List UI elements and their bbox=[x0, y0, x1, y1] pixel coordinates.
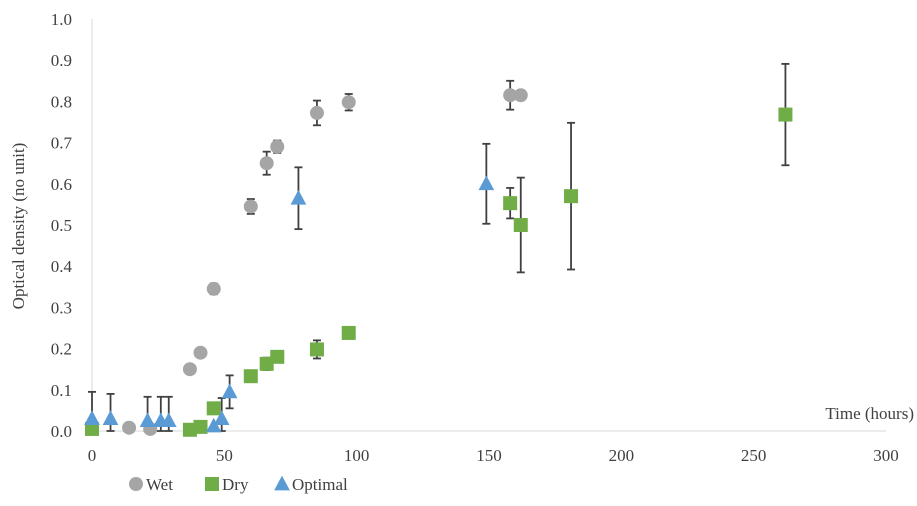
optimal-data-point bbox=[290, 189, 307, 205]
wet-data-point bbox=[122, 420, 137, 435]
dry-data-point bbox=[85, 421, 99, 436]
y-tick-label: 0.4 bbox=[51, 257, 73, 276]
optimal-data-point bbox=[478, 175, 495, 191]
x-axis-title: Time (hours) bbox=[825, 404, 914, 423]
x-tick-label: 300 bbox=[873, 446, 899, 465]
wet-data-point bbox=[259, 156, 274, 171]
dry-data-point bbox=[182, 422, 197, 437]
wet-data-point bbox=[193, 345, 208, 360]
optimal-data-point bbox=[139, 412, 156, 428]
errorbar-layer bbox=[88, 63, 790, 432]
dry-data-point bbox=[259, 356, 274, 371]
optimal-data-point bbox=[84, 410, 100, 425]
x-tick-label: 50 bbox=[216, 446, 233, 465]
dry-data-point bbox=[564, 189, 579, 204]
y-tick-label: 0.9 bbox=[51, 51, 72, 70]
marker-layer bbox=[84, 88, 793, 437]
wet-data-point bbox=[270, 139, 285, 154]
y-tick-label: 0.2 bbox=[51, 340, 72, 359]
y-tick-label: 0.0 bbox=[51, 422, 72, 441]
x-tick-label: 250 bbox=[741, 446, 767, 465]
x-tick-label: 200 bbox=[609, 446, 635, 465]
wet-data-point bbox=[206, 281, 221, 296]
wet-data-point bbox=[503, 88, 518, 103]
wet-data-point bbox=[513, 88, 528, 103]
legend-label-dry: Dry bbox=[222, 475, 249, 494]
legend: Wet Dry Optimal bbox=[129, 475, 348, 494]
wet-data-point bbox=[182, 362, 197, 377]
y-tick-label: 1.0 bbox=[51, 10, 72, 29]
legend-marker-optimal bbox=[274, 475, 290, 491]
wet-data-point bbox=[309, 105, 324, 120]
dry-data-point bbox=[503, 196, 518, 211]
y-tick-label: 0.3 bbox=[51, 298, 72, 317]
dry-data-point bbox=[513, 218, 528, 232]
label-layer: Time (hours) Optical density (no unit) 0… bbox=[9, 10, 914, 465]
y-tick-label: 0.1 bbox=[51, 381, 72, 400]
legend-label-wet: Wet bbox=[146, 475, 173, 494]
wet-data-point bbox=[341, 95, 356, 110]
legend-marker-wet bbox=[129, 477, 143, 491]
axes-layer bbox=[91, 19, 886, 432]
dry-data-point bbox=[270, 349, 285, 364]
optimal-data-point bbox=[205, 417, 222, 433]
dry-data-point bbox=[206, 401, 221, 416]
optimal-data-point bbox=[102, 410, 119, 425]
dry-data-point bbox=[193, 419, 208, 434]
x-tick-label: 0 bbox=[88, 446, 97, 465]
y-tick-label: 0.5 bbox=[51, 216, 72, 235]
legend-marker-dry bbox=[205, 477, 219, 491]
y-tick-label: 0.6 bbox=[51, 175, 72, 194]
optimal-data-point bbox=[160, 412, 177, 428]
dry-data-point bbox=[341, 325, 356, 340]
wet-data-point bbox=[243, 199, 258, 214]
x-tick-label: 150 bbox=[476, 446, 502, 465]
y-tick-label: 0.8 bbox=[51, 92, 72, 111]
y-axis-title: Optical density (no unit) bbox=[9, 143, 28, 310]
optimal-data-point bbox=[221, 383, 238, 399]
dry-data-point bbox=[309, 342, 324, 357]
y-tick-label: 0.7 bbox=[51, 134, 73, 153]
dry-data-point bbox=[778, 107, 793, 122]
dry-data-point bbox=[243, 369, 258, 384]
optimal-data-point bbox=[213, 410, 230, 425]
legend-label-optimal: Optimal bbox=[292, 475, 348, 494]
x-tick-label: 100 bbox=[344, 446, 370, 465]
